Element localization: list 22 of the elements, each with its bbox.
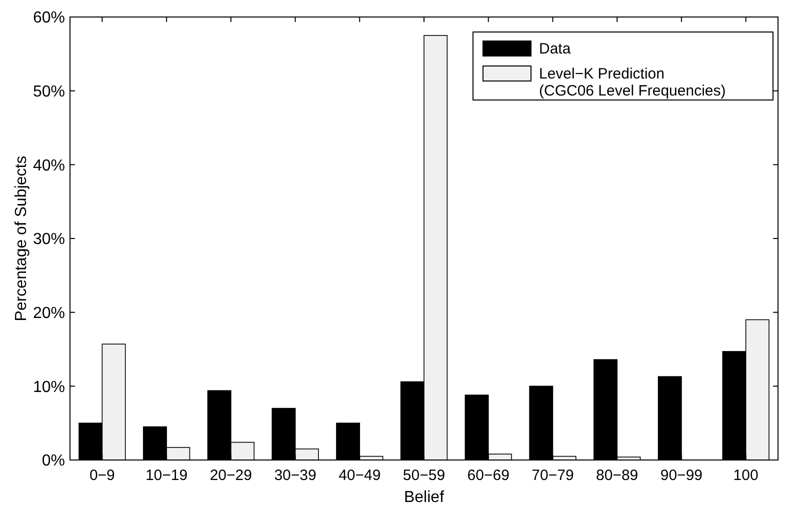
y-axis-title: Percentage of Subjects bbox=[13, 156, 30, 322]
x-tick-label: 30−39 bbox=[274, 467, 316, 484]
x-tick-label: 0−9 bbox=[89, 467, 115, 484]
y-tick-label: 40% bbox=[32, 157, 65, 174]
y-tick-label: 50% bbox=[32, 83, 65, 100]
x-tick-label: 20−29 bbox=[210, 467, 252, 484]
x-tick-label: 50−59 bbox=[402, 467, 446, 484]
x-tick-label: 100 bbox=[733, 467, 758, 484]
x-tick-label: 80−89 bbox=[596, 467, 638, 484]
x-tick-label: 70−79 bbox=[532, 467, 574, 484]
legend-label: Level−K Prediction (CGC06 Level Frequencies) bbox=[539, 65, 726, 100]
y-tick-label: 60% bbox=[32, 10, 65, 27]
legend-label: Data bbox=[539, 40, 572, 58]
x-tick-label: 60−69 bbox=[467, 467, 510, 484]
y-tick-label: 10% bbox=[32, 378, 65, 396]
x-tick-label: 40−49 bbox=[338, 467, 381, 484]
y-tick-label: 0% bbox=[42, 452, 65, 470]
x-axis-title: Belief bbox=[404, 489, 445, 506]
y-tick-label: 30% bbox=[32, 231, 65, 248]
y-tick-label: 20% bbox=[32, 304, 65, 322]
x-tick-label: 10−19 bbox=[145, 467, 188, 484]
x-tick-label: 90−99 bbox=[660, 467, 703, 484]
